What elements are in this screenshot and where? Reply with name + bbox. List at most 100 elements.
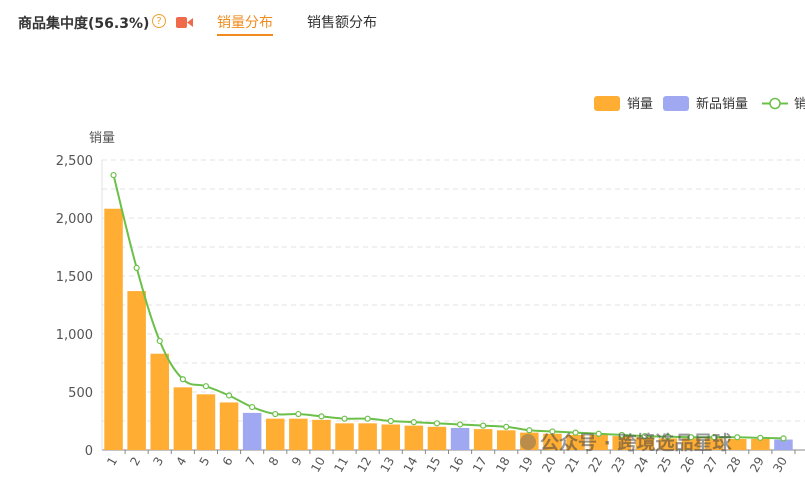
- line-point-12[interactable]: [364, 415, 371, 422]
- bar-25[interactable]: [658, 438, 678, 450]
- bar-2[interactable]: [127, 291, 146, 450]
- line-point-14[interactable]: [410, 419, 417, 426]
- bar-17[interactable]: [473, 429, 493, 450]
- line-point-13[interactable]: [387, 417, 394, 425]
- line-point-18[interactable]: [503, 423, 510, 430]
- bar-8[interactable]: [266, 418, 285, 450]
- bar-21[interactable]: [566, 434, 585, 450]
- bar-16[interactable]: [450, 427, 470, 450]
- y-tick-label: 1,500: [56, 270, 93, 285]
- y-tick-label: 2,000: [56, 212, 93, 227]
- line-point-19[interactable]: [526, 427, 533, 434]
- line-point-6[interactable]: [225, 392, 233, 399]
- bar-12[interactable]: [358, 423, 377, 450]
- bar-18[interactable]: [497, 430, 516, 450]
- y-axis-label: 销量: [89, 131, 115, 146]
- bar-20[interactable]: [543, 433, 562, 450]
- tab-sales-volume[interactable]: 销量分布: [217, 12, 273, 36]
- line-point-1[interactable]: [110, 171, 117, 179]
- x-tick-label-15: 15: [424, 455, 444, 475]
- bar-7[interactable]: [242, 412, 262, 450]
- x-tick-label-21: 21: [562, 455, 582, 475]
- x-tick-label-19: 19: [516, 455, 536, 475]
- bar-23[interactable]: [612, 436, 632, 450]
- page-title: 商品集中度(56.3%): [18, 16, 150, 32]
- bar-11[interactable]: [335, 423, 354, 450]
- bar-5[interactable]: [196, 394, 216, 450]
- y-tick-label: 2,500: [56, 154, 93, 169]
- bar-9[interactable]: [289, 418, 308, 450]
- x-tick-label-28: 28: [724, 455, 744, 475]
- x-tick-label-14: 14: [401, 455, 421, 475]
- x-tick-label-9: 9: [289, 455, 305, 469]
- x-tick-label-8: 8: [266, 455, 282, 469]
- x-tick-label-1: 1: [104, 455, 120, 469]
- line-point-11[interactable]: [341, 415, 348, 422]
- bar-29[interactable]: [751, 438, 770, 450]
- bar-13[interactable]: [381, 424, 401, 450]
- line-point-22[interactable]: [595, 430, 602, 437]
- x-tick-label-18: 18: [493, 455, 513, 475]
- line-point-20[interactable]: [549, 428, 556, 435]
- line-point-10[interactable]: [318, 413, 325, 420]
- bar-6[interactable]: [219, 402, 239, 450]
- bar-14[interactable]: [404, 425, 424, 450]
- legend-line-circle[interactable]: [769, 97, 781, 110]
- legend-swatch-sales[interactable]: [594, 96, 620, 111]
- bar-19[interactable]: [520, 432, 539, 450]
- line-point-21[interactable]: [572, 429, 579, 436]
- x-tick-label-23: 23: [609, 455, 629, 475]
- tab-sales-amount-label: 销售额分布: [307, 15, 377, 31]
- line-point-30[interactable]: [780, 435, 787, 442]
- tab-sales-volume-label: 销量分布: [217, 15, 273, 31]
- bar-15[interactable]: [427, 426, 447, 450]
- tab-sales-amount[interactable]: 销售额分布: [307, 12, 377, 32]
- x-tick-label-12: 12: [354, 455, 374, 475]
- bar-30[interactable]: [774, 439, 793, 450]
- line-point-28[interactable]: [734, 434, 741, 441]
- line-point-9[interactable]: [295, 410, 302, 418]
- line-point-5[interactable]: [202, 383, 210, 390]
- x-tick-label-2: 2: [127, 455, 143, 469]
- bar-27[interactable]: [704, 438, 724, 450]
- bar-3[interactable]: [150, 353, 170, 450]
- line-point-23[interactable]: [618, 431, 625, 439]
- line-point-7[interactable]: [249, 403, 256, 411]
- line-point-29[interactable]: [757, 434, 764, 441]
- bar-24[interactable]: [635, 437, 655, 450]
- bar-26[interactable]: [681, 438, 701, 450]
- bar-4[interactable]: [173, 387, 193, 450]
- line-point-8[interactable]: [272, 410, 279, 418]
- bar-22[interactable]: [589, 434, 608, 450]
- question-circle-icon[interactable]: ?: [152, 14, 166, 28]
- legend-swatch-new-sales[interactable]: [663, 96, 689, 111]
- line-point-27[interactable]: [711, 434, 718, 441]
- line-point-2[interactable]: [133, 264, 140, 271]
- x-tick-label-20: 20: [539, 455, 559, 475]
- legend-label-new-sales: 新品销量: [696, 96, 748, 112]
- watermark-text: 公众号 · 跨境选品星球: [540, 431, 732, 454]
- x-tick-label-24: 24: [632, 455, 652, 475]
- bar-1[interactable]: [104, 208, 123, 450]
- x-tick-label-26: 26: [678, 455, 698, 475]
- line-point-25[interactable]: [664, 433, 672, 440]
- x-tick-label-25: 25: [655, 455, 675, 475]
- x-tick-label-5: 5: [197, 455, 213, 469]
- line-point-15[interactable]: [433, 420, 441, 427]
- line-point-4[interactable]: [179, 376, 186, 383]
- legend-label-line: 销: [794, 97, 805, 112]
- video-camera-icon[interactable]: [176, 17, 193, 28]
- x-tick-label-4: 4: [174, 455, 190, 469]
- x-tick-label-17: 17: [470, 455, 490, 475]
- x-tick-label-3: 3: [150, 455, 166, 469]
- line-point-24[interactable]: [641, 432, 648, 440]
- x-tick-label-7: 7: [243, 455, 259, 469]
- line-point-3[interactable]: [156, 337, 163, 345]
- active-tab-underline: [217, 34, 273, 36]
- line-point-26[interactable]: [687, 434, 695, 441]
- x-tick-label-22: 22: [585, 455, 605, 475]
- line-point-16[interactable]: [456, 421, 464, 428]
- bar-10[interactable]: [312, 419, 331, 450]
- line-point-17[interactable]: [480, 422, 487, 429]
- bar-28[interactable]: [728, 438, 747, 450]
